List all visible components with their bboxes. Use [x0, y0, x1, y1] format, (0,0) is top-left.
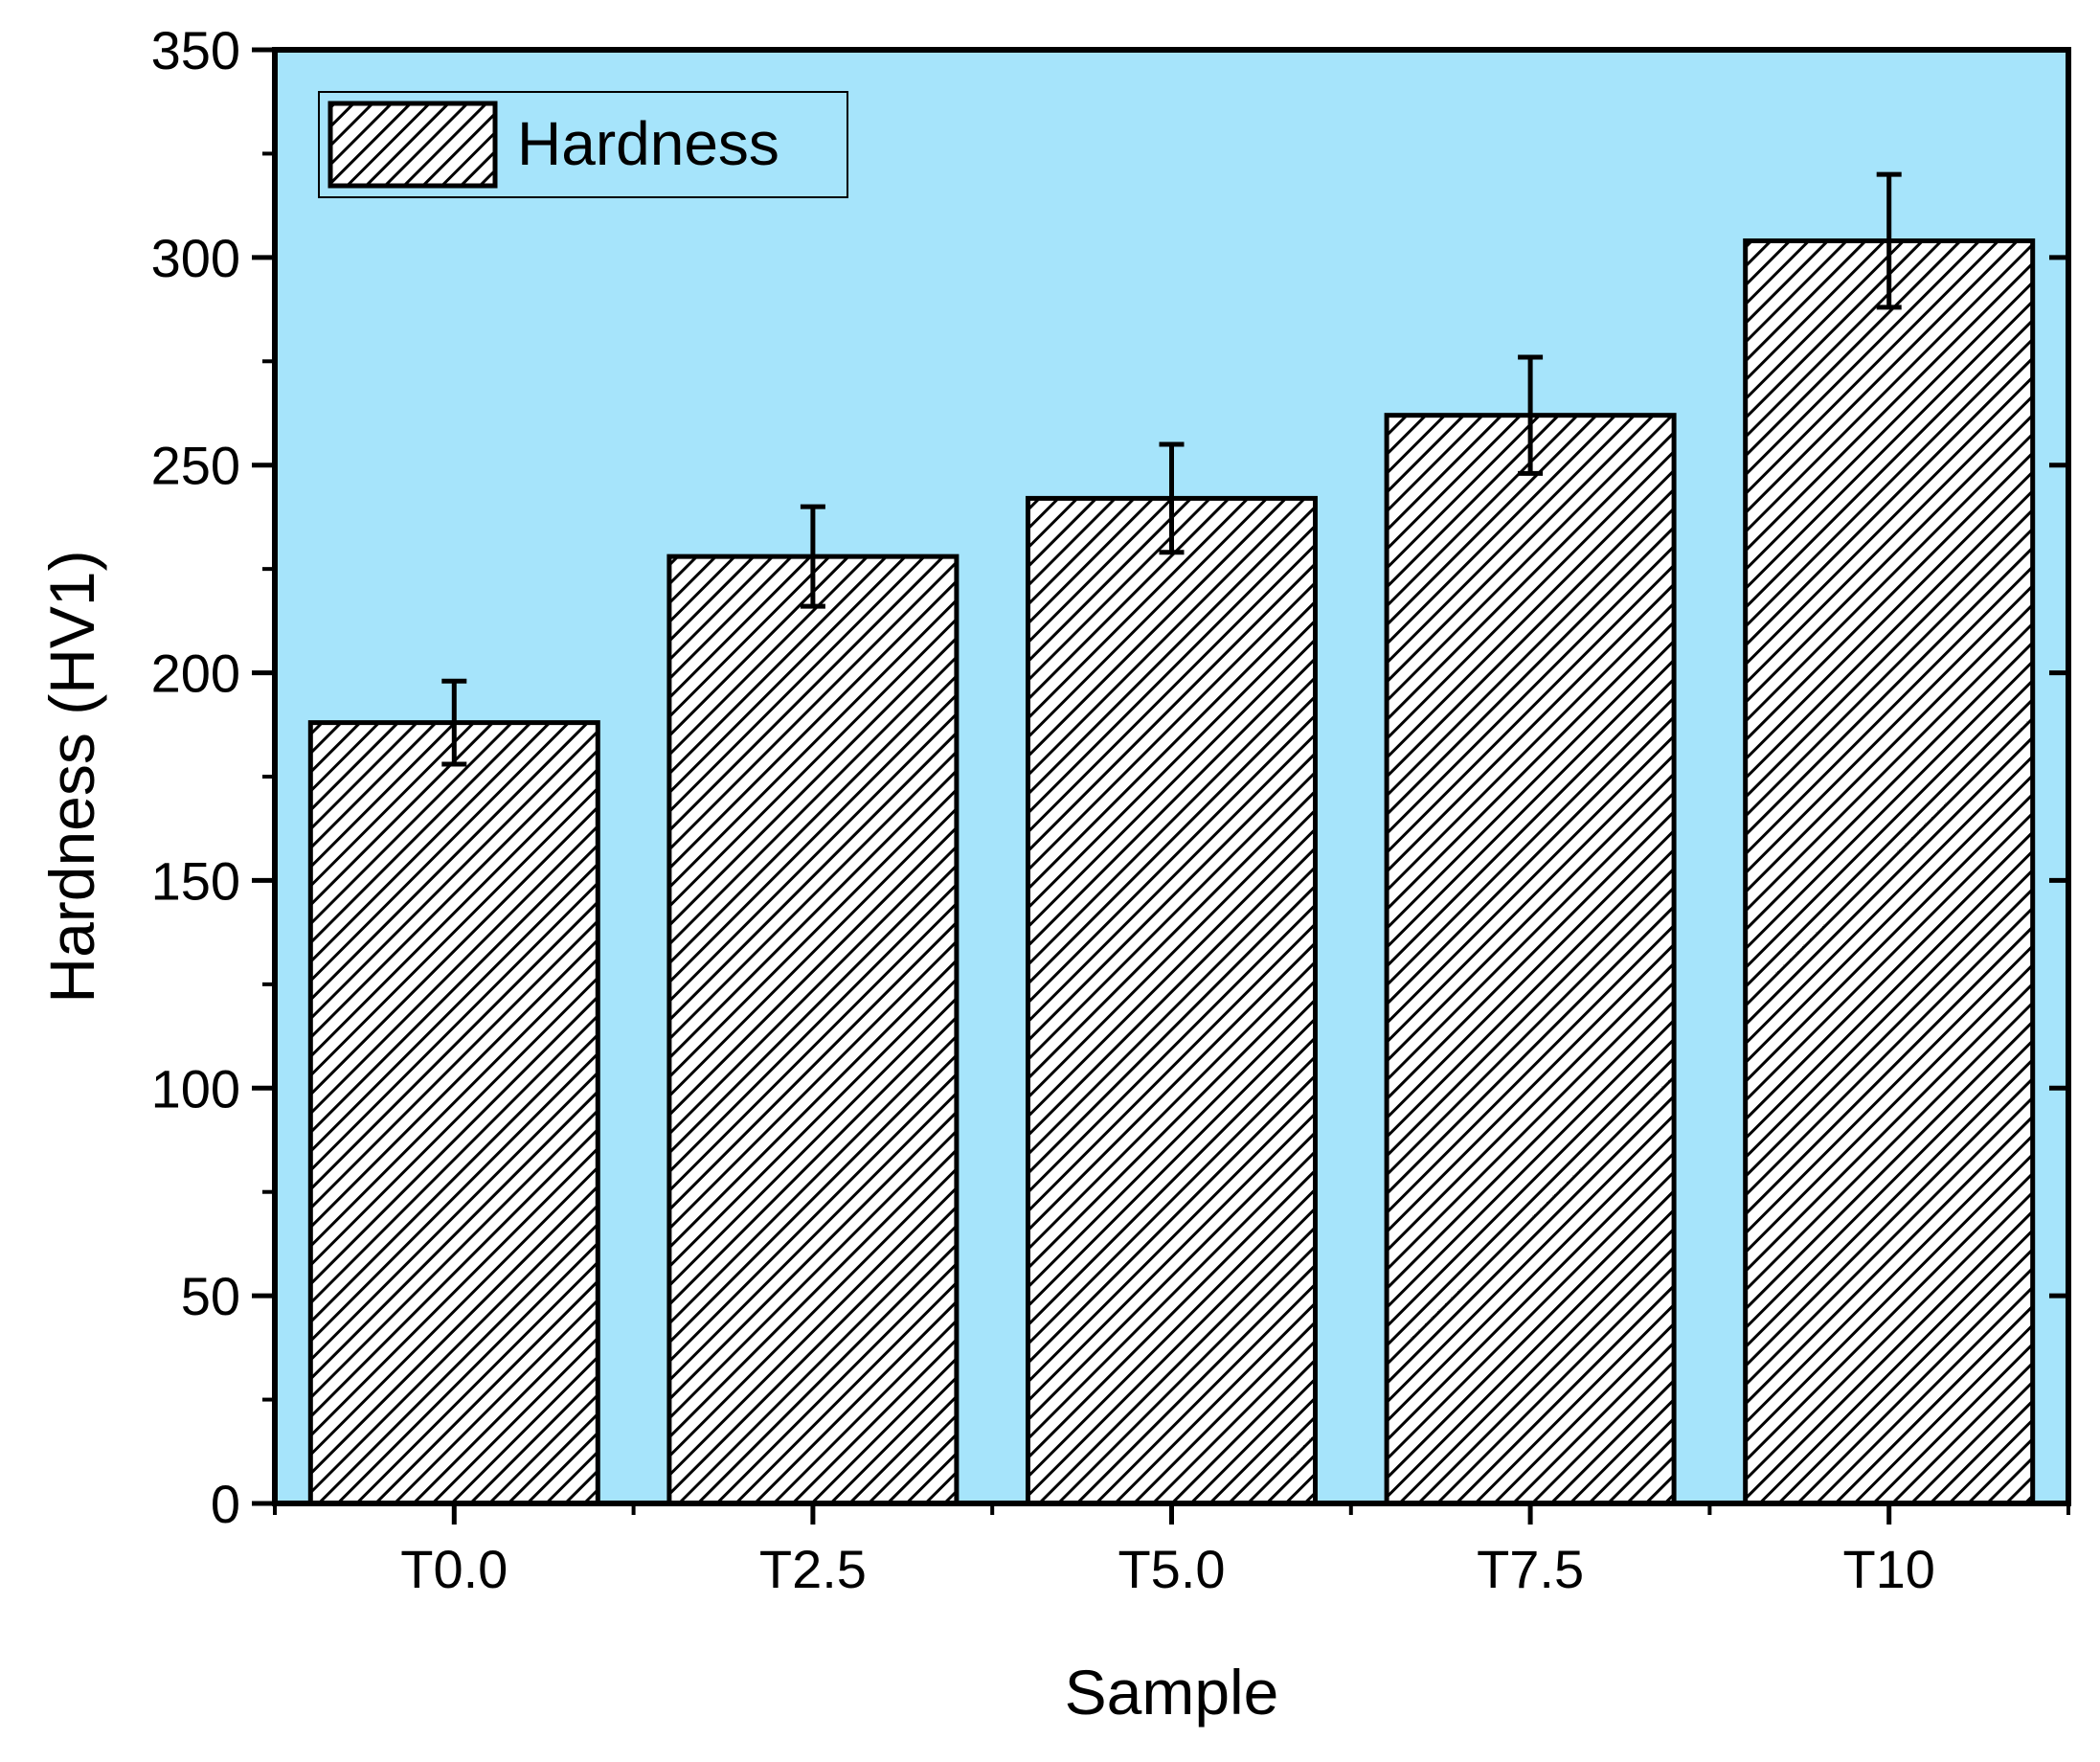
y-tick-label: 350: [151, 20, 240, 80]
x-ticks-group: T0.0 T2.5 T5.0 T7.5 T10: [273, 1503, 2070, 1599]
x-tick-label: T10: [1842, 1539, 1935, 1599]
y-tick-label: 0: [211, 1474, 240, 1534]
y-tick-label: 250: [151, 436, 240, 496]
y-ticks-group: 0 50 100 150 200 250 300 350: [151, 20, 2068, 1534]
legend: Hardness: [318, 91, 848, 198]
x-tick-label: T7.5: [1477, 1539, 1584, 1599]
y-tick-label: 150: [151, 850, 240, 911]
y-tick-label: 200: [151, 644, 240, 704]
legend-swatch: [327, 101, 498, 189]
x-tick-label: T5.0: [1118, 1539, 1225, 1599]
y-tick-label: 100: [151, 1058, 240, 1118]
bars-group: [307, 238, 2036, 1506]
legend-label: Hardness: [517, 109, 779, 178]
bar-t7-5: [1384, 413, 1677, 1506]
error-bars-group: [441, 171, 1902, 767]
y-tick-label: 50: [181, 1266, 240, 1326]
bar-t5-0: [1026, 495, 1318, 1506]
x-tick-label: T0.0: [400, 1539, 508, 1599]
bar-t2-5: [666, 553, 960, 1506]
x-axis-title: Sample: [1065, 1657, 1279, 1728]
y-axis-title: Hardness (HV1): [36, 550, 107, 1003]
x-tick-label: T2.5: [759, 1539, 867, 1599]
bar-t0-0: [307, 720, 600, 1506]
bar-t10: [1743, 238, 2036, 1506]
y-tick-label: 300: [151, 228, 240, 288]
